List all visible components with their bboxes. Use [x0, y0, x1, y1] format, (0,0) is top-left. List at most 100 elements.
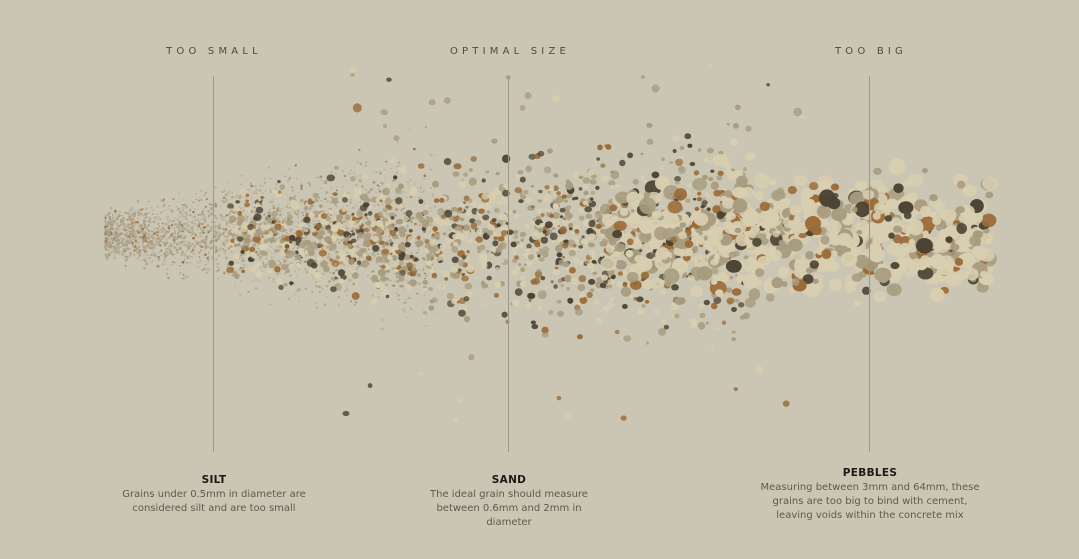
grain	[791, 277, 800, 286]
grain	[496, 201, 502, 206]
grain	[214, 205, 218, 208]
grain	[391, 255, 398, 261]
grain	[543, 166, 552, 174]
grain	[377, 204, 380, 206]
grain	[136, 257, 140, 260]
grain	[553, 173, 559, 178]
grain	[175, 246, 178, 249]
grain	[623, 335, 632, 342]
grain	[342, 206, 344, 208]
grain	[531, 324, 539, 330]
grain	[197, 235, 200, 238]
grain	[323, 273, 326, 275]
grain	[595, 317, 603, 324]
grain	[140, 225, 143, 229]
grain	[319, 175, 323, 179]
grain	[258, 189, 262, 192]
grain	[124, 225, 128, 229]
grain	[528, 298, 532, 302]
grain	[812, 278, 819, 285]
grain	[549, 213, 555, 219]
grain	[135, 257, 138, 259]
grain	[330, 235, 337, 241]
grain	[840, 251, 858, 267]
grain	[820, 255, 836, 270]
grain	[289, 229, 292, 233]
grain	[153, 246, 156, 249]
grain	[197, 262, 200, 264]
grain	[239, 267, 241, 269]
grain	[218, 223, 221, 227]
grain	[356, 210, 363, 218]
grain	[128, 251, 132, 254]
grain	[135, 224, 137, 226]
grain	[887, 200, 896, 208]
grain	[404, 241, 411, 248]
grain	[278, 284, 284, 290]
grain	[321, 247, 324, 250]
grain	[486, 275, 493, 281]
grain	[183, 259, 186, 261]
grain	[370, 221, 376, 228]
grain	[362, 245, 364, 247]
grain	[854, 180, 868, 191]
grain	[208, 268, 211, 270]
grain	[318, 249, 327, 257]
grain	[285, 219, 293, 226]
grain	[518, 243, 524, 248]
grain	[346, 221, 348, 223]
grain	[423, 272, 427, 275]
grain	[423, 237, 426, 240]
grain	[134, 235, 137, 239]
grain	[203, 213, 206, 216]
grain	[184, 243, 186, 245]
grain	[344, 214, 351, 220]
grain	[153, 216, 157, 219]
grain	[620, 286, 632, 297]
grain	[406, 225, 409, 228]
grain	[202, 238, 205, 241]
grain	[536, 208, 544, 214]
grain	[544, 285, 549, 290]
grain	[189, 208, 192, 211]
grain	[160, 211, 163, 214]
grain	[640, 175, 645, 180]
grain	[240, 279, 243, 282]
grain	[388, 239, 392, 243]
grain	[574, 229, 579, 234]
grain	[165, 239, 168, 242]
grain	[527, 253, 535, 260]
grain	[601, 175, 609, 182]
grain	[429, 268, 435, 273]
grain	[107, 240, 109, 242]
grain	[150, 234, 153, 237]
grain	[182, 267, 185, 270]
grain	[251, 251, 256, 257]
grain	[181, 213, 183, 216]
grain	[547, 191, 551, 194]
grain	[492, 240, 499, 247]
grain	[225, 214, 229, 217]
grain	[519, 231, 527, 238]
grain	[580, 238, 589, 245]
grain	[341, 207, 347, 212]
grain	[602, 305, 610, 312]
grain	[219, 233, 222, 237]
grain	[639, 197, 657, 215]
grain	[286, 214, 293, 220]
grain	[527, 292, 536, 300]
grain	[241, 245, 250, 252]
grain	[670, 313, 675, 317]
grain	[126, 246, 129, 250]
grain	[600, 256, 617, 272]
grain	[199, 235, 203, 238]
grain	[164, 229, 167, 232]
grain	[300, 185, 303, 188]
grain	[433, 154, 435, 156]
grain	[431, 233, 435, 237]
grain	[164, 222, 168, 226]
grain	[391, 199, 394, 202]
grain	[331, 197, 340, 204]
grain	[713, 189, 722, 197]
grain	[215, 233, 218, 236]
